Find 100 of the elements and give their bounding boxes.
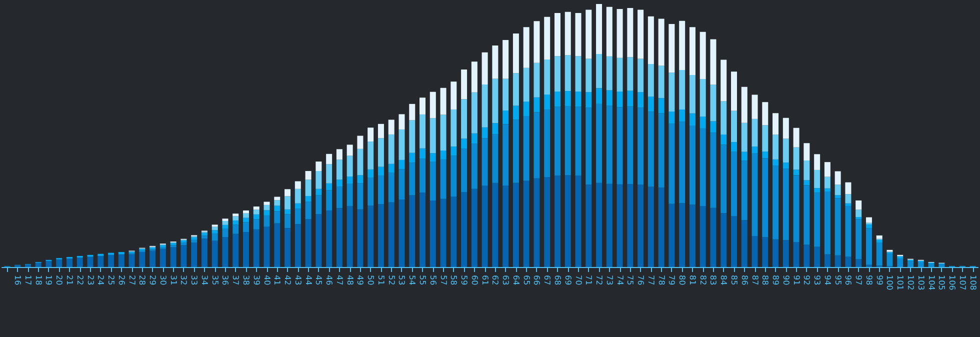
bar bbox=[648, 186, 654, 267]
bar bbox=[544, 16, 550, 60]
x-tick-label: 66 bbox=[532, 275, 542, 286]
x-tick-label: 16 bbox=[13, 275, 22, 286]
bar bbox=[856, 210, 862, 218]
bar bbox=[139, 252, 146, 267]
bar bbox=[616, 184, 623, 267]
x-tick-label: 62 bbox=[490, 275, 500, 286]
bar bbox=[512, 182, 519, 267]
bar bbox=[346, 206, 353, 267]
bar bbox=[876, 242, 882, 266]
bar bbox=[305, 196, 312, 202]
bar bbox=[409, 104, 416, 120]
bar bbox=[264, 226, 270, 267]
bar bbox=[336, 180, 342, 187]
x-tick-label: 99 bbox=[874, 275, 884, 286]
bar bbox=[586, 58, 592, 92]
bar bbox=[627, 90, 634, 106]
x-tick-label: 42 bbox=[283, 275, 292, 286]
bar bbox=[720, 101, 727, 134]
x-tick-label: 31 bbox=[168, 275, 178, 286]
bar bbox=[150, 250, 156, 267]
bar bbox=[274, 223, 280, 267]
x-tick-label: 33 bbox=[190, 275, 199, 286]
x-tick-label: 44 bbox=[304, 275, 313, 286]
bar bbox=[782, 118, 789, 139]
x-tick-label: 88 bbox=[760, 275, 770, 286]
bar bbox=[440, 198, 446, 267]
bar bbox=[512, 120, 519, 183]
bar bbox=[586, 184, 592, 267]
bar bbox=[606, 184, 612, 267]
bar bbox=[658, 113, 664, 188]
x-tick-label: 91 bbox=[792, 275, 801, 286]
bar bbox=[450, 196, 457, 267]
bar bbox=[284, 189, 291, 196]
bar bbox=[368, 128, 374, 142]
x-tick-label: 51 bbox=[376, 275, 386, 286]
bar bbox=[180, 245, 187, 267]
bar bbox=[191, 240, 198, 243]
x-tick-label: 75 bbox=[626, 275, 635, 286]
bar bbox=[326, 210, 332, 267]
bar bbox=[440, 88, 446, 115]
x-tick-label: 85 bbox=[730, 275, 738, 286]
bar bbox=[534, 112, 540, 178]
x-tick-label: 20 bbox=[54, 275, 64, 286]
bar bbox=[35, 262, 42, 267]
bar bbox=[46, 260, 52, 267]
bar bbox=[741, 160, 748, 220]
bar bbox=[326, 190, 332, 210]
bar bbox=[346, 156, 353, 177]
x-tick-label: 28 bbox=[138, 275, 147, 286]
x-tick-label: 37 bbox=[231, 275, 240, 286]
bar bbox=[316, 214, 322, 267]
bar bbox=[201, 236, 208, 239]
bar bbox=[420, 148, 426, 159]
bar bbox=[336, 149, 342, 160]
bar bbox=[512, 106, 519, 120]
bar bbox=[471, 144, 478, 189]
bar bbox=[554, 175, 560, 267]
bar bbox=[638, 108, 644, 185]
bar bbox=[284, 214, 291, 228]
bar bbox=[679, 203, 686, 267]
bar bbox=[762, 158, 768, 238]
bar bbox=[824, 162, 830, 177]
bar bbox=[232, 224, 239, 234]
bar bbox=[461, 148, 468, 192]
bar bbox=[856, 259, 862, 267]
bar bbox=[264, 210, 270, 216]
bar bbox=[876, 240, 882, 243]
bar bbox=[284, 209, 291, 214]
bar bbox=[731, 110, 737, 142]
bar bbox=[554, 12, 560, 56]
bar bbox=[274, 211, 280, 224]
bar bbox=[502, 185, 509, 267]
bar bbox=[326, 164, 332, 184]
x-tick-label: 23 bbox=[86, 275, 95, 286]
bar bbox=[243, 218, 249, 222]
bar bbox=[804, 244, 810, 267]
bar bbox=[731, 142, 737, 152]
bar bbox=[668, 112, 675, 124]
bar bbox=[627, 106, 634, 184]
bar bbox=[575, 56, 582, 92]
bar bbox=[430, 92, 436, 118]
bar bbox=[502, 40, 509, 79]
bar bbox=[108, 254, 114, 267]
bar bbox=[782, 240, 789, 267]
x-tick-label: 73 bbox=[604, 275, 614, 286]
bar bbox=[834, 171, 841, 185]
bar bbox=[689, 126, 696, 205]
x-tick-label: 108 bbox=[968, 275, 978, 290]
bar bbox=[596, 88, 602, 104]
bar bbox=[201, 238, 208, 267]
x-tick-label: 56 bbox=[428, 275, 438, 286]
x-tick-label: 34 bbox=[200, 275, 209, 286]
bar bbox=[575, 106, 582, 176]
x-tick-label: 76 bbox=[636, 275, 646, 286]
bar bbox=[492, 182, 498, 267]
bar bbox=[346, 184, 353, 206]
bar bbox=[845, 182, 852, 194]
bar bbox=[627, 184, 634, 267]
